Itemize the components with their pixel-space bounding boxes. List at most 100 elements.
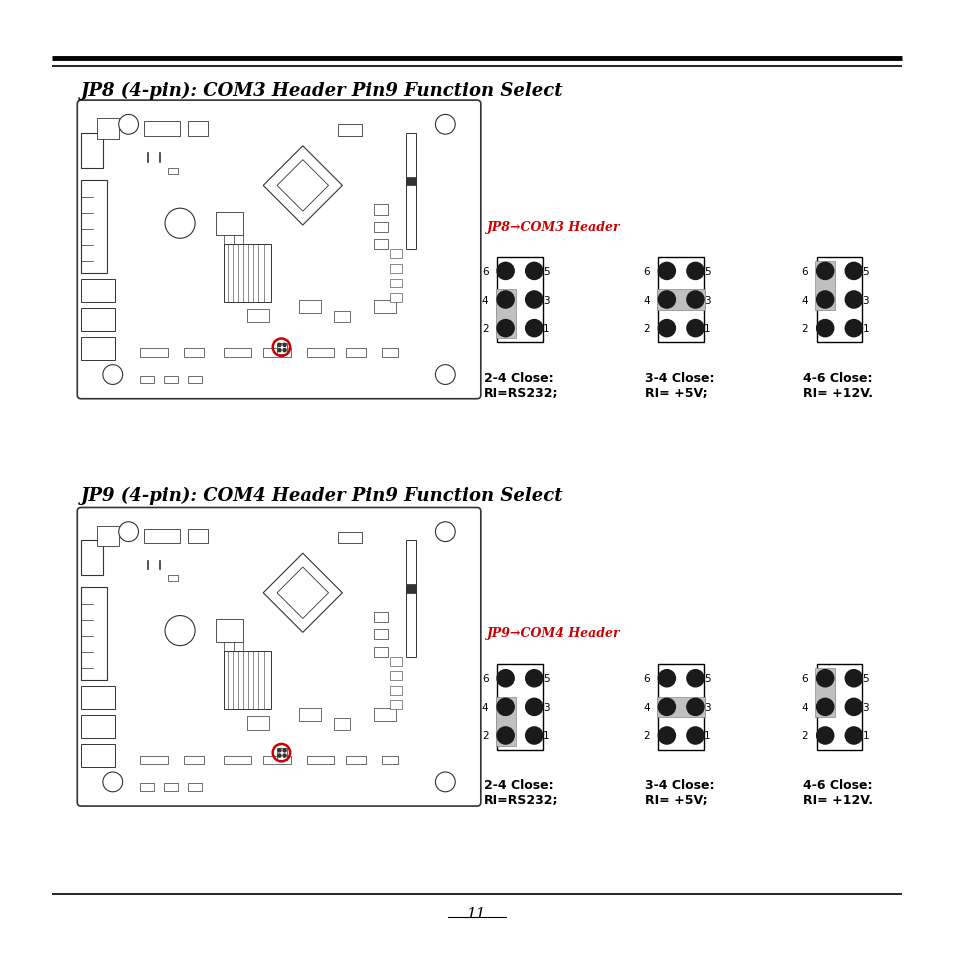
Bar xyxy=(374,205,388,215)
Bar xyxy=(338,532,362,544)
Bar xyxy=(184,349,204,357)
Text: JP8→COM3 Header: JP8→COM3 Header xyxy=(486,220,619,233)
Circle shape xyxy=(103,365,123,385)
Text: 5: 5 xyxy=(862,267,868,276)
Text: 4-6 Close:
RI= +12V.: 4-6 Close: RI= +12V. xyxy=(802,372,872,399)
Circle shape xyxy=(816,263,833,280)
Circle shape xyxy=(277,344,281,347)
Circle shape xyxy=(435,365,455,385)
Circle shape xyxy=(658,320,675,337)
Bar xyxy=(263,756,291,764)
Text: 4: 4 xyxy=(801,702,807,712)
Bar xyxy=(814,669,835,717)
Bar xyxy=(497,664,542,750)
Bar xyxy=(140,376,154,384)
Bar xyxy=(656,290,704,310)
Text: 2-4 Close:
RI=RS232;: 2-4 Close: RI=RS232; xyxy=(483,372,558,399)
Bar xyxy=(374,301,395,314)
Polygon shape xyxy=(263,147,342,226)
Bar xyxy=(184,756,204,764)
Text: 5: 5 xyxy=(862,674,868,683)
Bar xyxy=(496,698,516,745)
Bar xyxy=(346,349,366,357)
Bar xyxy=(81,134,103,169)
Text: 4: 4 xyxy=(481,295,488,305)
Bar xyxy=(405,584,416,593)
Bar xyxy=(496,290,516,339)
Text: 3: 3 xyxy=(542,295,549,305)
Text: 1: 1 xyxy=(542,731,549,740)
Bar xyxy=(247,310,269,323)
Circle shape xyxy=(525,320,542,337)
Circle shape xyxy=(686,727,703,744)
Text: 2: 2 xyxy=(481,324,488,334)
Text: 1: 1 xyxy=(703,324,710,334)
Text: 5: 5 xyxy=(703,674,710,683)
Circle shape xyxy=(497,727,514,744)
Circle shape xyxy=(435,772,455,792)
Circle shape xyxy=(686,670,703,687)
Bar xyxy=(405,177,416,186)
Bar xyxy=(164,376,178,384)
Text: 3: 3 xyxy=(703,295,710,305)
Bar xyxy=(381,756,397,764)
Circle shape xyxy=(165,616,195,646)
Circle shape xyxy=(686,263,703,280)
Circle shape xyxy=(497,670,514,687)
Bar xyxy=(816,257,862,343)
Bar xyxy=(816,664,862,750)
Circle shape xyxy=(283,754,286,758)
Circle shape xyxy=(658,670,675,687)
Bar xyxy=(140,349,168,357)
Bar xyxy=(390,279,401,288)
Circle shape xyxy=(686,699,703,716)
Bar xyxy=(97,526,118,547)
Bar xyxy=(374,708,395,721)
Bar xyxy=(335,719,350,730)
Bar xyxy=(144,529,180,544)
Bar xyxy=(81,180,107,274)
Bar xyxy=(381,349,397,357)
Circle shape xyxy=(435,115,455,135)
Bar xyxy=(405,134,416,251)
Bar xyxy=(223,651,271,709)
Circle shape xyxy=(277,749,281,752)
Circle shape xyxy=(686,292,703,309)
Bar xyxy=(298,708,320,721)
Text: 4: 4 xyxy=(481,702,488,712)
Bar xyxy=(307,349,335,357)
Circle shape xyxy=(658,727,675,744)
Text: 6: 6 xyxy=(642,674,649,683)
Text: 3: 3 xyxy=(862,295,868,305)
Bar xyxy=(390,658,401,666)
Circle shape xyxy=(816,320,833,337)
Text: 1: 1 xyxy=(703,731,710,740)
Text: 3: 3 xyxy=(862,702,868,712)
Bar xyxy=(338,125,362,137)
Bar xyxy=(390,251,401,259)
Bar xyxy=(81,686,114,709)
Text: 2: 2 xyxy=(481,731,488,740)
Bar xyxy=(81,309,114,332)
Text: 1: 1 xyxy=(862,731,868,740)
Bar xyxy=(97,119,118,140)
Bar xyxy=(658,664,703,750)
Circle shape xyxy=(283,749,286,752)
Bar xyxy=(140,783,154,791)
Text: 3-4 Close:
RI= +5V;: 3-4 Close: RI= +5V; xyxy=(644,372,714,399)
Circle shape xyxy=(283,349,286,353)
Text: 2: 2 xyxy=(801,324,807,334)
Text: 5: 5 xyxy=(703,267,710,276)
Bar xyxy=(307,756,335,764)
Text: JP9 (4-pin): COM4 Header Pin9 Function Select: JP9 (4-pin): COM4 Header Pin9 Function S… xyxy=(81,486,563,505)
Circle shape xyxy=(658,263,675,280)
Text: 2: 2 xyxy=(642,731,649,740)
Circle shape xyxy=(816,727,833,744)
Bar xyxy=(215,213,243,235)
FancyBboxPatch shape xyxy=(77,101,480,399)
Bar xyxy=(390,672,401,680)
Text: 6: 6 xyxy=(481,267,488,276)
Circle shape xyxy=(525,699,542,716)
Circle shape xyxy=(283,344,286,347)
Bar xyxy=(497,257,542,343)
